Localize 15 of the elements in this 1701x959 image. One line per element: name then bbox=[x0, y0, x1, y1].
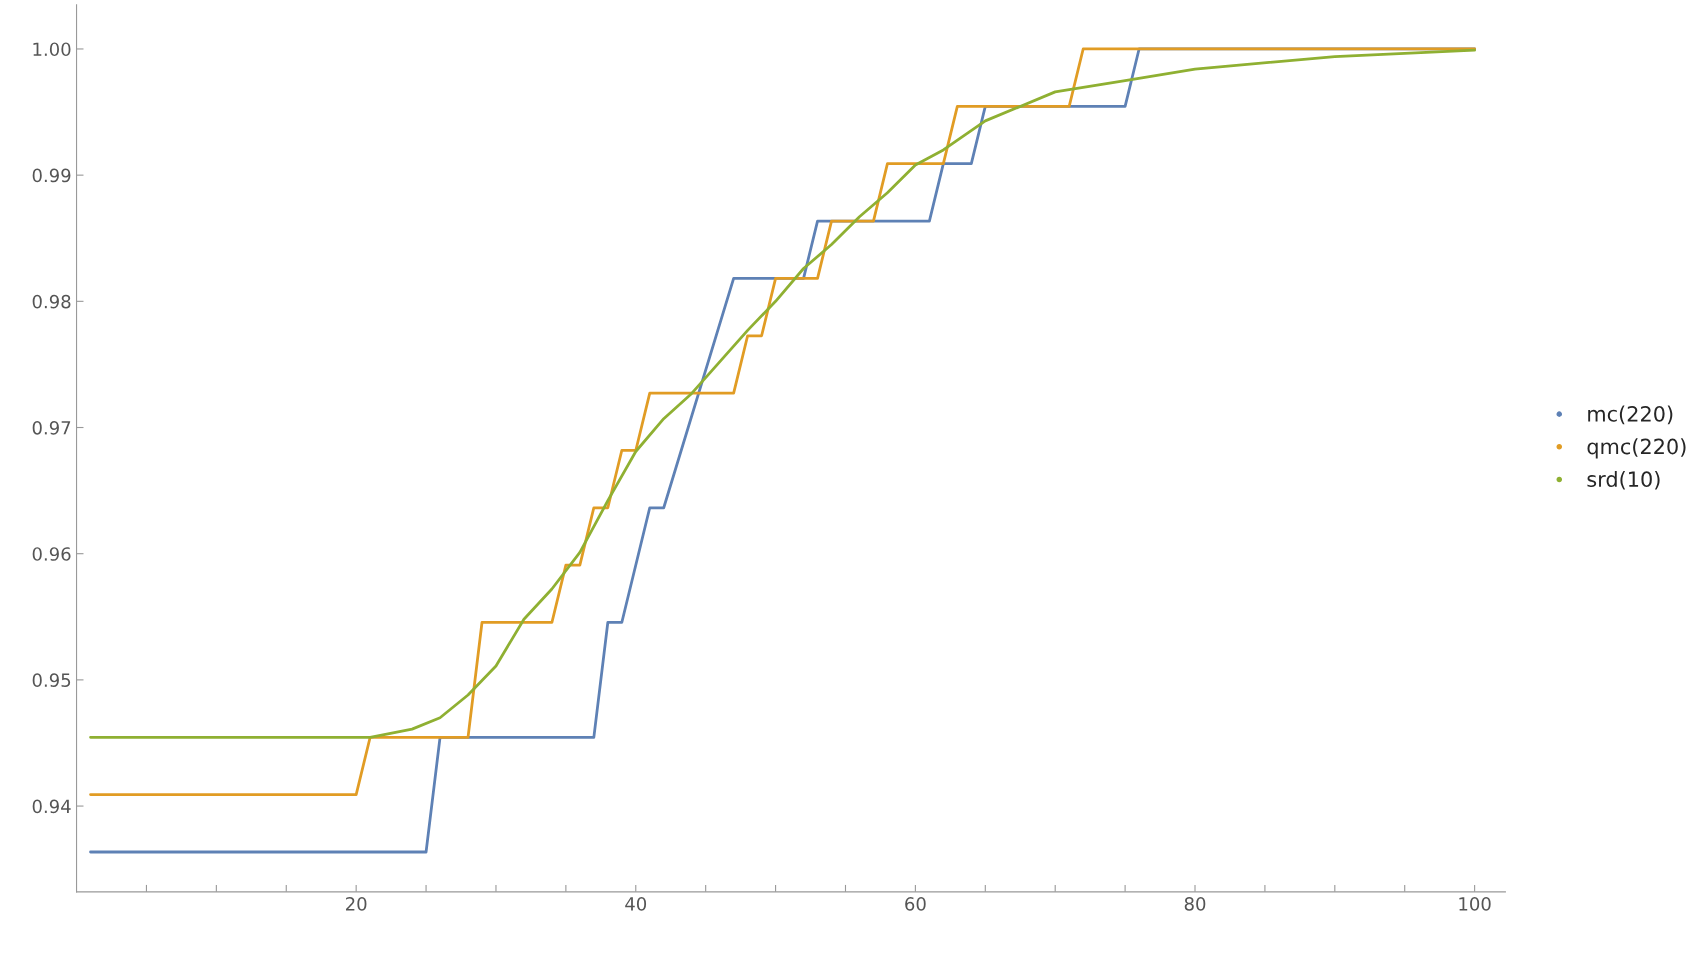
x-tick-label: 60 bbox=[905, 897, 926, 911]
legend-label: srd(10) bbox=[1587, 470, 1660, 490]
y-tick-label: 0.97 bbox=[32, 420, 71, 435]
y-tick-label: 0.96 bbox=[32, 547, 71, 561]
legend-label: mc(220) bbox=[1588, 405, 1673, 425]
legend-label: qmc(220) bbox=[1587, 438, 1686, 459]
x-tick-label: 20 bbox=[346, 897, 367, 911]
y-tick-label: 0.99 bbox=[32, 168, 71, 183]
x-tick-label: 40 bbox=[625, 897, 647, 911]
y-tick-label: 1.00 bbox=[33, 42, 71, 57]
x-tick-label: 80 bbox=[1184, 897, 1206, 911]
y-tick-label: 0.94 bbox=[32, 799, 71, 814]
y-tick-label: 0.98 bbox=[32, 294, 71, 309]
x-tick-label: 100 bbox=[1459, 897, 1491, 911]
y-tick-label: 0.95 bbox=[32, 673, 71, 687]
